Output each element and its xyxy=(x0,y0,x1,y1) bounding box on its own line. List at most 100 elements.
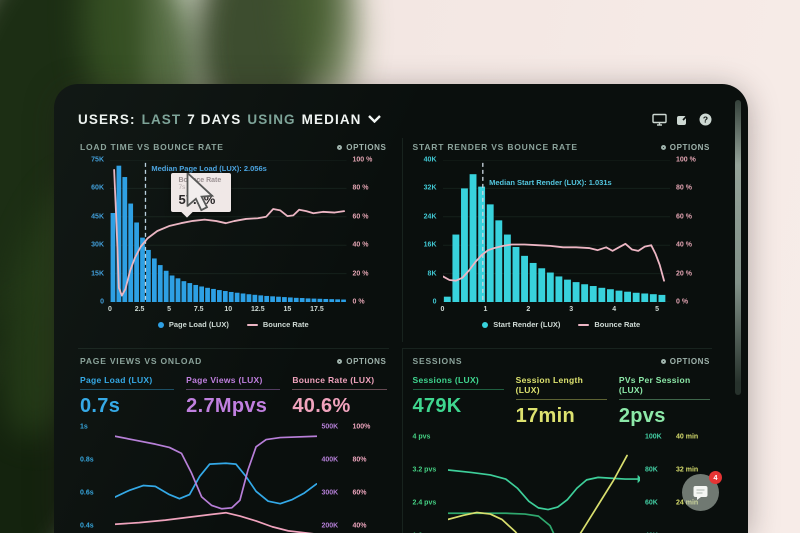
combo-chart: 40K 32K 24K 16K 8K 0 Median Start Render (LUX… xyxy=(413,156,711,306)
axis-tick-label: 100K xyxy=(645,433,662,441)
legend-item-bounce-rate[interactable]: Bounce Rate xyxy=(246,320,309,329)
chart-tooltip: Bounce Rate 7s 57.1% xyxy=(171,172,232,212)
axis-tick-label: 1s xyxy=(80,423,88,431)
axis-tick-label: 0 % xyxy=(676,298,689,306)
axis-tick-label: 200K xyxy=(321,522,339,530)
metric-value: 2.7Mpvs xyxy=(186,395,268,417)
axis-tick-label: 100% xyxy=(352,423,371,431)
panel-title: LOAD TIME VS BOUNCE RATE xyxy=(80,142,224,152)
x-axis: 0 1 2 3 4 5 xyxy=(440,305,671,315)
chat-support-button[interactable]: 4 xyxy=(682,471,722,511)
options-button[interactable]: OPTIONS xyxy=(660,143,710,152)
metric-page-load: Page Load (LUX) 0.7s xyxy=(80,375,175,418)
panel-page-views-vs-onload: PAGE VIEWS VS ONLOAD OPTIONS Page Load (… xyxy=(78,348,389,533)
metric-sessions: Sessions (LUX) 479K xyxy=(412,375,504,428)
header-range-value: 7 DAYS xyxy=(187,111,242,127)
metric-value: 0.7s xyxy=(80,395,121,417)
legend-item-start-render[interactable]: Start Render (LUX) xyxy=(482,320,560,329)
panel-title: PAGE VIEWS VS ONLOAD xyxy=(80,356,203,366)
axis-tick-label: 60 % xyxy=(352,213,369,221)
sessions-svg xyxy=(448,437,640,533)
axis-tick-label: 17.5 xyxy=(310,306,324,313)
options-label: OPTIONS xyxy=(669,356,710,366)
axis-tick-label: 16K xyxy=(423,241,437,249)
help-icon[interactable]: ? xyxy=(699,113,712,126)
axis-tick-label: 2 xyxy=(526,306,531,313)
axis-tick-label: 12.5 xyxy=(251,306,265,313)
axis-tick-label: 2.4 pvs xyxy=(412,499,437,507)
axis-tick-label: 40 % xyxy=(352,241,369,249)
chat-bubble-icon xyxy=(693,485,708,500)
y-axis-left: 75K 60K 45K 30K 15K 0 xyxy=(80,157,106,306)
svg-text:?: ? xyxy=(703,114,708,124)
legend-item-bounce-rate[interactable]: Bounce Rate xyxy=(578,320,640,329)
axis-tick-label: 0 % xyxy=(352,298,365,306)
page-views-onload-plot[interactable] xyxy=(115,427,317,533)
axis-tick-label: 5 xyxy=(655,306,659,313)
notification-badge: 4 xyxy=(709,471,722,484)
axis-tick-label: 0 xyxy=(100,298,104,306)
laptop-screen: USERS: LAST 7 DAYS USING MEDIAN ? xyxy=(54,84,748,533)
median-annotation: Median Start Render (LUX): 1.031s xyxy=(489,178,612,188)
median-annotation: Median Page Load (LUX): 2.056s xyxy=(151,164,267,174)
axis-tick-label: 2.5 xyxy=(134,306,145,313)
axis-tick-label: 4 pvs xyxy=(412,433,431,441)
mini-line-chart: 1s 0.8s 0.6s 0.4s 500K 400K 300K 200K 100% 80% 6… xyxy=(80,423,387,533)
metric-bounce-rate: Bounce Rate (LUX) 40.6% xyxy=(292,375,387,418)
y-axis-right-sessions: 100K80K60K40K xyxy=(645,433,671,533)
start-render-chart-svg xyxy=(443,160,671,302)
axis-tick-label: 0.4s xyxy=(80,522,94,530)
axis-tick-label: 80 % xyxy=(676,184,692,192)
y-axis-left: 1s 0.8s 0.6s 0.4s xyxy=(80,423,110,533)
axis-tick-label: 15K xyxy=(91,270,104,278)
legend-label: Page Load (LUX) xyxy=(168,320,229,329)
axis-tick-label: 32K xyxy=(423,184,437,192)
panel-grid: LOAD TIME VS BOUNCE RATE OPTIONS 75K 60K 4… xyxy=(78,138,712,533)
share-icon[interactable] xyxy=(676,113,690,126)
load-time-chart-plot[interactable]: Median Page Load (LUX): 2.056s Bounce Ra… xyxy=(110,160,347,302)
y-axis-right-bounce: 100% 80% 60% 40% xyxy=(352,423,387,533)
header-metric-value: MEDIAN xyxy=(301,111,362,127)
axis-tick-label: 500K xyxy=(321,423,339,431)
axis-tick-label: 0 xyxy=(432,298,437,306)
legend-item-page-load[interactable]: Page Load (LUX) xyxy=(157,320,229,329)
metric-label: Page Views (LUX) xyxy=(186,375,281,390)
metric-label: Bounce Rate (LUX) xyxy=(292,375,387,390)
tooltip-series: Bounce Rate xyxy=(178,176,222,184)
options-button[interactable]: OPTIONS xyxy=(337,143,386,152)
axis-tick-label: 40K xyxy=(423,156,437,164)
axis-tick-label: 5 xyxy=(167,306,172,313)
chart-legend: Page Load (LUX) Bounce Rate xyxy=(80,320,387,329)
axis-tick-label: 40 % xyxy=(676,241,692,249)
date-range-metric-selector[interactable]: USERS: LAST 7 DAYS USING MEDIAN xyxy=(78,112,381,127)
gear-icon xyxy=(337,144,343,150)
axis-tick-label: 60 % xyxy=(676,213,692,221)
display-icon[interactable] xyxy=(652,113,667,126)
axis-tick-label: 32 min xyxy=(676,466,699,474)
axis-tick-label: 0 xyxy=(108,306,112,313)
axis-tick-label: 80% xyxy=(352,456,367,464)
legend-dot-swatch xyxy=(157,321,164,328)
axis-tick-label: 3.2 pvs xyxy=(412,466,437,474)
metric-value: 2pvs xyxy=(618,405,666,427)
x-axis: 0 2.5 5 7.5 10 12.5 15 17.5 xyxy=(108,305,347,315)
legend-label: Bounce Rate xyxy=(594,320,641,329)
axis-tick-label: 40% xyxy=(352,522,367,530)
options-button[interactable]: OPTIONS xyxy=(337,357,386,366)
dashboard-header: USERS: LAST 7 DAYS USING MEDIAN ? xyxy=(78,104,712,134)
header-last-label: LAST xyxy=(141,111,182,127)
page-views-onload-svg xyxy=(115,427,317,533)
sessions-plot[interactable] xyxy=(448,437,640,533)
axis-tick-label: 0 xyxy=(440,306,445,313)
combo-chart: 75K 60K 45K 30K 15K 0 Median Page Load (LUX):… xyxy=(80,157,387,306)
header-users-label: USERS: xyxy=(78,111,136,127)
options-button[interactable]: OPTIONS xyxy=(660,356,710,366)
gear-icon xyxy=(660,144,666,150)
legend-line-swatch xyxy=(246,323,258,326)
panel-header: LOAD TIME VS BOUNCE RATE OPTIONS xyxy=(80,140,387,154)
start-render-chart-plot[interactable]: Median Start Render (LUX): 1.031s xyxy=(443,160,671,302)
panel-title: START RENDER VS BOUNCE RATE xyxy=(412,142,578,152)
